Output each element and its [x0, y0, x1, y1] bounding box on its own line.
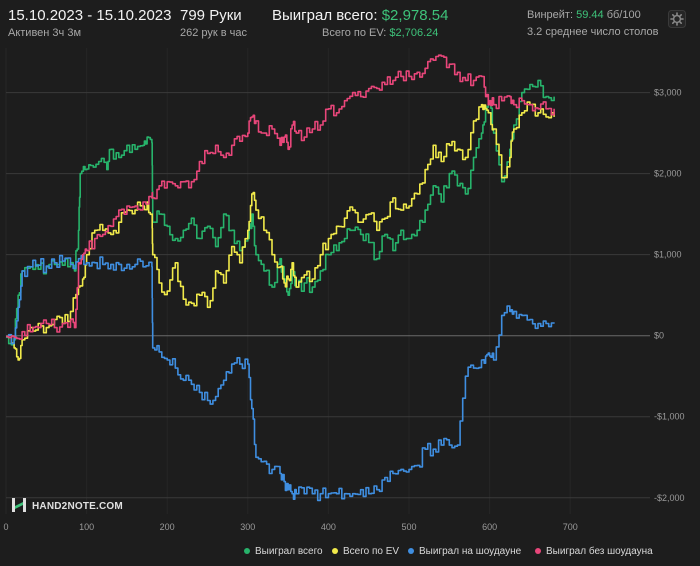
legend-label: Выиграл на шоудауне	[419, 546, 522, 557]
legend-item-won-total[interactable]: Выиграл всего	[244, 546, 323, 560]
tables-average: 3.2 среднее число столов	[527, 26, 659, 38]
legend-swatch	[408, 548, 414, 555]
series-line-2	[6, 254, 555, 502]
series-line-3	[6, 54, 555, 340]
y-tick-label: $0	[654, 331, 664, 341]
legend-label: Всего по EV	[343, 546, 400, 557]
winrate-unit: бб/100	[606, 9, 641, 21]
x-tick-label: 0	[3, 522, 8, 532]
legend-item-showdown[interactable]: Выиграл на шоудауне	[408, 546, 521, 560]
series-line-1	[6, 101, 555, 361]
hand2note-logo: HAND2NOTE.COM	[11, 497, 123, 516]
active-time: Активен 3ч 3м	[8, 27, 82, 39]
ev-label: Всего по EV:	[322, 27, 387, 39]
legend-label: Выиграл всего	[255, 546, 323, 557]
legend-swatch	[244, 548, 250, 555]
logo-text: HAND2NOTE.COM	[32, 501, 123, 513]
x-tick-label: 200	[160, 522, 175, 532]
series-line-0	[6, 79, 555, 346]
legend-swatch	[332, 548, 338, 555]
chart-grid	[5, 48, 650, 514]
header: 15.10.2023 - 15.10.2023 Активен 3ч 3м 79…	[0, 0, 700, 44]
won-total: Выиграл всего: $2,978.54	[272, 7, 448, 24]
hand2note-logo-icon	[11, 497, 27, 516]
legend-swatch	[535, 548, 541, 555]
y-axis-ticks: -$2,000 -$1,000 $0 $1,000 $2,000 $3,000	[654, 88, 685, 503]
date-range[interactable]: 15.10.2023 - 15.10.2023	[8, 7, 172, 24]
hands-per-hour: 262 рук в час	[180, 27, 248, 39]
chart-series	[6, 54, 555, 502]
y-tick-label: $1,000	[654, 250, 682, 260]
y-tick-label: -$2,000	[654, 493, 685, 503]
ev-value: $2,706.24	[389, 27, 439, 39]
x-axis-ticks: 0 100 200 300 400 500 600 700	[3, 522, 577, 532]
winrate-label: Винрейт:	[527, 9, 574, 21]
y-tick-label: $3,000	[654, 88, 682, 98]
y-tick-label: -$1,000	[654, 412, 685, 422]
legend-item-ev[interactable]: Всего по EV	[332, 546, 399, 560]
y-tick-label: $2,000	[654, 169, 682, 179]
x-tick-label: 100	[79, 522, 94, 532]
hands-count: 799 Руки	[180, 7, 242, 24]
won-total-value: $2,978.54	[381, 7, 449, 24]
x-tick-label: 700	[563, 522, 578, 532]
x-tick-label: 300	[240, 522, 255, 532]
winrate: Винрейт: 59.44 бб/100	[527, 9, 641, 21]
x-tick-label: 500	[401, 522, 416, 532]
winrate-value: 59.44	[576, 9, 604, 21]
legend-item-non-showdown[interactable]: Выиграл без шоудауна	[535, 546, 653, 560]
x-tick-label: 600	[482, 522, 497, 532]
settings-gear-icon[interactable]	[668, 10, 686, 28]
x-tick-label: 400	[321, 522, 336, 532]
won-total-label: Выиграл всего:	[272, 7, 378, 24]
legend-label: Выиграл без шоудауна	[546, 546, 653, 557]
profit-chart: -$2,000 -$1,000 $0 $1,000 $2,000 $3,000 0 100 2…	[3, 48, 685, 532]
ev-total: Всего по EV: $2,706.24	[322, 27, 438, 39]
